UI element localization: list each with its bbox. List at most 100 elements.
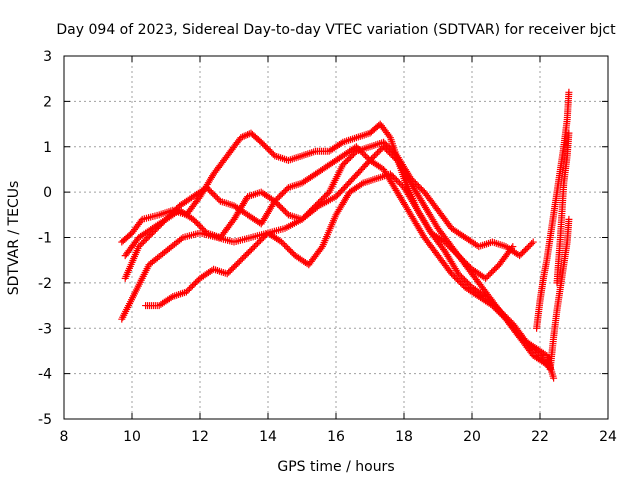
data-point	[385, 132, 393, 140]
data-point	[246, 247, 254, 255]
data-point	[361, 152, 369, 160]
data-point	[257, 138, 265, 146]
data-point	[520, 247, 528, 255]
data-point	[259, 140, 267, 148]
data-point	[528, 344, 536, 352]
data-point	[274, 194, 282, 202]
data-point	[160, 217, 168, 225]
data-point	[195, 221, 203, 229]
data-point	[256, 237, 264, 245]
data-point	[170, 208, 178, 216]
y-tick-label: -4	[38, 367, 52, 383]
data-point	[463, 279, 471, 287]
data-point	[523, 244, 531, 252]
data-point	[363, 153, 371, 161]
data-point	[192, 218, 200, 226]
data-point	[517, 250, 525, 258]
data-point	[452, 274, 460, 282]
x-tick-label: 22	[531, 429, 549, 445]
data-point	[281, 208, 289, 216]
data-point	[488, 299, 496, 307]
data-point	[223, 270, 231, 278]
data-point	[231, 262, 239, 270]
data-point	[177, 235, 185, 243]
data-point	[492, 264, 500, 272]
data-point	[265, 146, 273, 154]
data-point	[321, 193, 329, 201]
data-point	[369, 153, 377, 161]
data-point	[150, 227, 158, 235]
series-track-h	[553, 129, 573, 287]
data-point	[498, 309, 506, 317]
data-point	[488, 268, 496, 276]
data-point	[387, 150, 395, 158]
data-point	[136, 241, 144, 249]
data-point	[501, 312, 509, 320]
data-point	[275, 193, 283, 201]
data-point	[185, 285, 193, 293]
data-point	[482, 292, 490, 300]
y-tick-label: 1	[43, 140, 52, 156]
data-point	[226, 267, 234, 275]
x-tick-label: 10	[123, 429, 141, 445]
y-tick-label: -1	[38, 231, 52, 247]
data-point	[337, 139, 345, 147]
data-point	[383, 146, 391, 154]
x-tick-label: 24	[599, 429, 617, 445]
data-marks	[118, 88, 573, 382]
data-point	[550, 374, 558, 382]
data-point	[209, 190, 217, 198]
data-point	[247, 246, 255, 254]
data-point	[313, 203, 321, 211]
data-point	[275, 202, 283, 210]
series-track-b	[121, 138, 537, 260]
data-point	[228, 265, 236, 273]
data-point	[252, 241, 260, 249]
data-point	[262, 143, 270, 151]
data-point	[339, 161, 347, 169]
data-point	[389, 173, 397, 181]
data-point	[391, 175, 399, 183]
data-point	[240, 132, 248, 140]
data-point	[352, 143, 360, 151]
data-point	[527, 342, 535, 350]
data-point	[504, 315, 512, 323]
series-track-e	[142, 170, 554, 373]
data-point	[287, 247, 295, 255]
data-point	[280, 188, 288, 196]
data-point	[381, 144, 389, 152]
data-point	[278, 205, 286, 213]
data-point	[243, 250, 251, 258]
data-point	[374, 149, 382, 157]
data-point	[145, 232, 153, 240]
data-point	[237, 256, 245, 264]
data-point	[237, 134, 245, 142]
data-point	[497, 308, 505, 316]
data-point	[167, 294, 175, 302]
data-point	[392, 176, 400, 184]
data-point	[250, 243, 258, 251]
data-point	[372, 150, 380, 158]
grid-layer	[64, 56, 608, 419]
data-point	[460, 276, 468, 284]
data-point	[284, 244, 292, 252]
data-point	[380, 143, 388, 151]
data-point	[565, 129, 573, 137]
data-point	[377, 146, 385, 154]
chart-title: Day 094 of 2023, Sidereal Day-to-day VTE…	[56, 22, 616, 38]
data-point	[285, 246, 293, 254]
data-point	[190, 280, 198, 288]
data-point	[500, 311, 508, 319]
data-point	[519, 249, 527, 257]
y-tick-label: 2	[43, 94, 52, 110]
data-point	[281, 187, 289, 195]
data-point	[164, 214, 172, 222]
data-point	[168, 209, 176, 217]
data-point	[244, 249, 252, 257]
data-point	[456, 271, 464, 279]
data-point	[494, 305, 502, 313]
x-tick-label: 14	[259, 429, 277, 445]
data-point	[156, 221, 164, 229]
data-point	[277, 203, 285, 211]
